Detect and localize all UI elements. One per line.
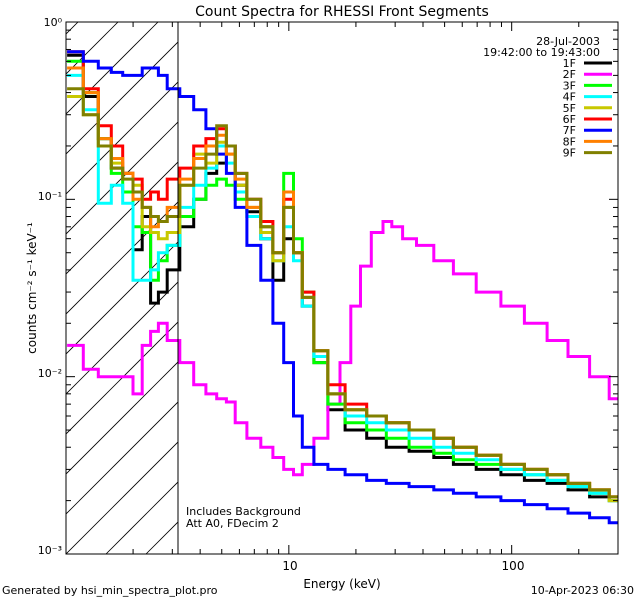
annotation-background: Includes Background [186,505,301,518]
series-layer [67,50,618,525]
series-7F [67,50,618,525]
hatch-line [66,441,178,554]
annotation-attenuator: Att A0, FDecim 2 [186,517,279,530]
legend-label-2F: 2F [563,68,576,81]
y-tick-label-1e-2: 10⁻² [38,367,62,380]
legend-label-6F: 6F [563,113,576,126]
hatch-line [66,161,178,275]
y-tick-label-1e-3: 10⁻³ [38,544,62,557]
legend-label-8F: 8F [563,135,576,148]
series-2F [67,220,618,477]
hatch-line [66,41,178,155]
y-tick-label-1e0: 10⁰ [44,16,63,29]
axis-ticks [65,22,619,555]
date-label: 28-Jul-2003 [536,35,600,48]
footer-timestamp: 10-Apr-2023 06:30 [530,584,634,597]
legend-label-9F: 9F [563,147,576,160]
hatch-line [66,201,178,315]
hatch-line [66,401,178,515]
hatch-line [66,22,119,75]
legend-label-4F: 4F [563,91,576,104]
hatch-line [66,361,178,475]
legend-label-3F: 3F [563,79,576,92]
series-9F [67,87,618,499]
hatch-line [66,22,159,115]
plot-frame [65,21,619,555]
x-tick-label-100: 100 [502,559,525,573]
footer-generated-by: Generated by hsi_min_spectra_plot.pro [2,584,218,597]
y-axis-label: counts cm⁻² s⁻¹ keV⁻¹ [25,222,39,354]
legend-label-5F: 5F [563,102,576,115]
y-tick-label-1e-1: 10⁻¹ [38,190,62,203]
legend-label-1F: 1F [563,57,576,70]
time-range-label: 19:42:00 to 19:43:00 [483,46,600,59]
legend-label-7F: 7F [563,124,576,137]
x-axis-label: Energy (keV) [303,577,380,591]
chart-title: Count Spectra for RHESSI Front Segments [195,4,489,20]
x-tick-label-10: 10 [282,559,297,573]
